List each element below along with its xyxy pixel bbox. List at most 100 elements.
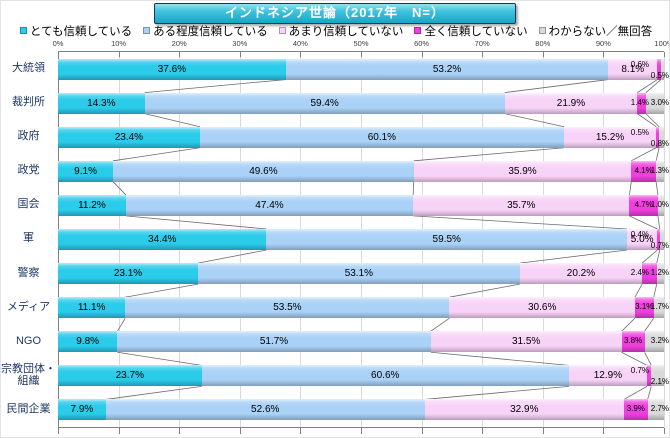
legend: とても信頼している ある程度信頼している あまり信頼していない 全く信頼していない わか… — [1, 23, 669, 38]
tick-mark-bottom — [603, 428, 605, 434]
x-axis-tick-label: 50% — [353, 39, 369, 48]
bar-segment-3 — [504, 92, 638, 114]
bar-segment-1 — [58, 399, 106, 421]
bar-segment-1 — [58, 126, 200, 148]
tick-mark-top — [179, 52, 181, 57]
bar-segment-2 — [197, 263, 520, 285]
data-label: 0.7% — [630, 366, 649, 376]
bar-segment-1 — [58, 365, 202, 387]
tick-mark-bottom — [542, 428, 544, 434]
data-label: 7.9% — [70, 404, 94, 416]
bar-segment-5 — [656, 160, 664, 182]
tick-mark-bottom — [179, 428, 181, 434]
data-label: 52.6% — [251, 404, 280, 416]
data-label: 1.7% — [650, 302, 669, 312]
data-label: 2.7% — [650, 404, 669, 414]
bar-segment-1 — [58, 58, 286, 80]
bar-row: 9.8% 51.7% 31.5% 3.8% 3.2% — [58, 331, 669, 353]
x-axis: 0% 10% 20% 30% 40% 50% 60% 70% 80% 90% 100% — [53, 39, 669, 50]
data-label: 60.1% — [367, 131, 397, 143]
gridline — [664, 52, 665, 427]
tick-mark-top — [421, 52, 423, 57]
tick-mark-bottom — [300, 428, 302, 434]
legend-swatch-icon — [538, 27, 546, 34]
legend-swatch-icon — [19, 27, 27, 34]
x-axis-tick-label: 0% — [52, 39, 64, 48]
bar-segment-2 — [105, 399, 425, 421]
bar-segment-4 — [647, 365, 652, 387]
bar-segment-3 — [413, 160, 632, 182]
bar-segment-5 — [653, 297, 664, 319]
legend-label: とても信頼している — [29, 25, 133, 38]
data-label: 2.1% — [650, 377, 669, 387]
bar-segment-2 — [201, 365, 569, 387]
tick-mark-top — [542, 52, 544, 57]
data-label: 3.9% — [626, 404, 645, 414]
bar-row: 34.4% 59.5% 5.0% 0.4% 0.7% — [58, 229, 669, 250]
x-axis-tick-label: 40% — [292, 39, 308, 48]
bar-row: 7.9% 52.6% 32.9% 3.9% 2.7% — [58, 399, 669, 421]
series-lines — [105, 79, 662, 400]
tick-mark-bottom — [239, 428, 241, 434]
tick-mark-top — [482, 52, 484, 57]
bar-row: 37.6% 53.2% 8.1% 0.6% 0.5% — [58, 58, 669, 80]
bar-segment-3 — [627, 229, 658, 250]
data-label: 35.9% — [508, 165, 537, 177]
bar-segment-4 — [624, 399, 648, 421]
bar-segment-4 — [657, 229, 660, 250]
legend-label: ある程度信頼している — [153, 25, 268, 38]
data-label: 31.5% — [511, 336, 541, 348]
data-label: 1.4% — [630, 97, 649, 107]
chart-title-text: インドネシア世論（2017年 N=） — [225, 5, 445, 20]
data-label: 3.8% — [623, 336, 643, 346]
bar-row: 23.4% 60.1% 15.2% 0.5% 0.8% — [58, 126, 669, 148]
bar-segment-5 — [645, 92, 664, 114]
tick-mark-bottom — [361, 428, 362, 434]
bar-segment-3 — [413, 194, 630, 216]
category-label: 国会 — [17, 198, 40, 211]
category-label: NGO — [15, 334, 42, 347]
data-label: 59.4% — [310, 97, 339, 109]
data-label: 60.6% — [371, 370, 400, 382]
bar-segment-5 — [644, 331, 664, 353]
data-label: 4.1% — [634, 165, 653, 175]
category-label: メディア — [6, 300, 51, 313]
data-label: 53.2% — [432, 63, 462, 75]
data-label: 47.4% — [255, 199, 284, 211]
chart-title: インドネシア世論（2017年 N=） — [154, 3, 516, 24]
bar-segment-4 — [621, 331, 645, 353]
category-label: 民間企業 — [6, 402, 51, 415]
tick-mark-bottom — [58, 428, 59, 434]
x-axis-tick-label: 20% — [171, 39, 187, 48]
data-label: 32.9% — [510, 404, 539, 416]
data-label: 0.4% — [630, 230, 649, 239]
data-label: 4.7% — [634, 199, 653, 209]
tick-mark-bottom — [664, 428, 665, 434]
data-label: 8.1% — [621, 63, 645, 75]
tick-mark-top — [300, 52, 302, 57]
x-axis-tick-label: 60% — [414, 39, 430, 48]
bar-segment-2 — [144, 92, 505, 114]
data-label: 1.3% — [650, 165, 669, 175]
plot-area: 37.6% 53.2% 8.1% 0.6% 0.5% 14.3% 59.4% 21.9% 1.4… — [58, 51, 669, 434]
bar-segment-3 — [564, 126, 657, 148]
bar-segment-4 — [637, 92, 646, 114]
data-label: 14.3% — [87, 97, 116, 109]
bar-segment-3 — [608, 58, 658, 80]
bar-row: 23.7% 60.6% 12.9% 0.7% 2.1% — [58, 365, 669, 387]
data-label: 9.8% — [76, 336, 100, 348]
data-label: 3.2% — [650, 336, 669, 346]
bar-segment-2 — [266, 229, 628, 250]
bar-segment-1 — [58, 331, 118, 353]
tick-mark-bottom — [421, 428, 423, 434]
data-label: 0.7% — [650, 241, 669, 250]
data-label: 37.6% — [157, 63, 187, 75]
category-label: 大統領 — [12, 61, 45, 74]
category-label: 裁判所 — [12, 96, 45, 109]
bar-segment-4 — [656, 126, 660, 148]
tick-mark-top — [58, 52, 59, 57]
bar-segment-1 — [58, 263, 198, 285]
bar-segment-5 — [647, 399, 664, 421]
data-label: 0.8% — [650, 138, 669, 148]
bar-segment-5 — [660, 58, 664, 80]
